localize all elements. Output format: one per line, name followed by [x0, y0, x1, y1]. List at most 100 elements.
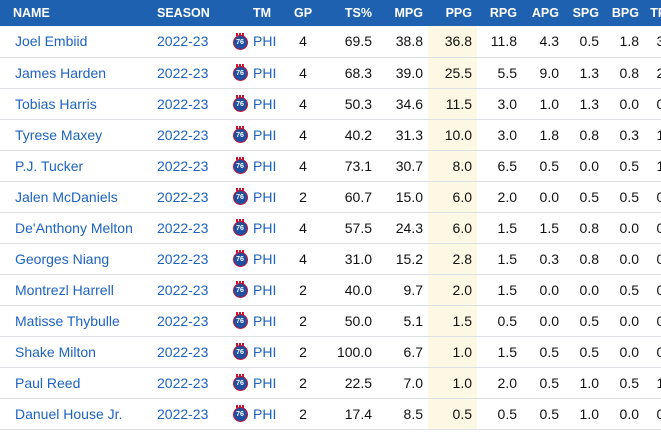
philadelphia-76ers-logo-icon[interactable]: [232, 94, 248, 112]
spg-cell: 1.3: [579, 64, 599, 81]
rpg-cell: 1.5: [497, 219, 517, 236]
philadelphia-76ers-logo-icon[interactable]: [232, 249, 248, 267]
season-link[interactable]: 2022-23: [157, 343, 209, 360]
season-cell: 2022-23: [153, 305, 229, 336]
season-link[interactable]: 2022-23: [157, 374, 209, 391]
team-link[interactable]: PHI: [253, 343, 277, 360]
season-cell: 2022-23: [153, 181, 229, 212]
table-row: Georges Niang 2022-23 PHI 4 31.0 15.2 2.8 1.5 0.…: [0, 243, 661, 274]
column-header-rpg[interactable]: RPG: [489, 6, 517, 20]
season-link[interactable]: 2022-23: [157, 64, 209, 81]
team-link[interactable]: PHI: [253, 281, 277, 298]
spg-cell: 0.8: [579, 126, 599, 143]
season-link[interactable]: 2022-23: [157, 126, 209, 143]
philadelphia-76ers-logo-icon[interactable]: [232, 373, 248, 391]
team-link[interactable]: PHI: [253, 188, 277, 205]
name-cell: Georges Niang: [0, 243, 153, 274]
bpg-cell: 0.3: [619, 126, 639, 143]
season-cell: 2022-23: [153, 26, 229, 57]
season-link[interactable]: 2022-23: [157, 281, 209, 298]
table-row: Shake Milton 2022-23 PHI 2 100.0 6.7 1.0 1.5 0.5…: [0, 336, 661, 367]
team-link[interactable]: PHI: [253, 95, 277, 112]
player-name-link[interactable]: Danuel House Jr.: [15, 405, 123, 422]
player-name-link[interactable]: Paul Reed: [15, 374, 81, 391]
player-name-link[interactable]: P.J. Tucker: [15, 157, 84, 174]
player-name-link[interactable]: Tobias Harris: [15, 95, 97, 112]
column-header-ppg[interactable]: PPG: [445, 6, 472, 20]
philadelphia-76ers-logo-icon[interactable]: [232, 311, 248, 329]
column-header-tpg[interactable]: TPG: [650, 6, 661, 20]
team-link[interactable]: PHI: [253, 312, 277, 329]
season-cell: 2022-23: [153, 212, 229, 243]
philadelphia-76ers-logo-icon[interactable]: [232, 187, 248, 205]
player-name-link[interactable]: Jalen McDaniels: [15, 188, 118, 205]
season-link[interactable]: 2022-23: [157, 188, 209, 205]
ts-cell: 57.5: [344, 219, 372, 236]
mpg-cell: 15.0: [395, 188, 423, 205]
team-logo-cell: [229, 367, 251, 398]
gp-cell: 2: [299, 281, 307, 298]
column-header-gp[interactable]: GP: [293, 6, 313, 20]
team-link[interactable]: PHI: [253, 405, 277, 422]
team-link[interactable]: PHI: [253, 374, 277, 391]
philadelphia-76ers-logo-icon[interactable]: [232, 342, 248, 360]
philadelphia-76ers-logo-icon[interactable]: [232, 218, 248, 236]
column-header-spg[interactable]: SPG: [572, 6, 599, 20]
column-header-season[interactable]: SEASON: [157, 6, 210, 20]
season-link[interactable]: 2022-23: [157, 219, 209, 236]
column-header-mpg[interactable]: MPG: [394, 6, 423, 20]
team-link[interactable]: PHI: [253, 64, 277, 81]
season-link[interactable]: 2022-23: [157, 157, 209, 174]
philadelphia-76ers-logo-icon[interactable]: [232, 156, 248, 174]
mpg-cell: 7.0: [403, 374, 423, 391]
apg-cell: 0.5: [539, 343, 559, 360]
player-name-link[interactable]: Matisse Thybulle: [15, 312, 120, 329]
tm-cell: PHI: [251, 336, 284, 367]
season-cell: 2022-23: [153, 88, 229, 119]
column-header-team[interactable]: TM: [253, 6, 272, 20]
philadelphia-76ers-logo-icon[interactable]: [232, 125, 248, 143]
bpg-cell: 0.0: [619, 250, 639, 267]
column-header-name[interactable]: NAME: [13, 6, 50, 20]
philadelphia-76ers-logo-icon[interactable]: [232, 63, 248, 81]
philadelphia-76ers-logo-icon[interactable]: [232, 404, 248, 422]
spg-cell: 0.8: [579, 219, 599, 236]
player-name-link[interactable]: Montrezl Harrell: [15, 281, 114, 298]
bpg-cell: 0.5: [619, 281, 639, 298]
ppg-cell: 10.0: [428, 119, 477, 150]
season-link[interactable]: 2022-23: [157, 95, 209, 112]
player-name-link[interactable]: Shake Milton: [15, 343, 96, 360]
apg-cell: 0.0: [539, 281, 559, 298]
bpg-cell: 0.5: [619, 157, 639, 174]
team-link[interactable]: PHI: [253, 157, 277, 174]
player-name-link[interactable]: Georges Niang: [15, 250, 110, 267]
tpg-cell: 0.5: [656, 405, 661, 422]
apg-cell: 1.5: [539, 219, 559, 236]
rpg-cell: 3.0: [497, 95, 517, 112]
column-header-apg[interactable]: APG: [531, 6, 559, 20]
team-link[interactable]: PHI: [253, 126, 277, 143]
team-link[interactable]: PHI: [253, 219, 277, 236]
player-name-link[interactable]: James Harden: [15, 64, 107, 81]
philadelphia-76ers-logo-icon[interactable]: [232, 32, 248, 50]
season-link[interactable]: 2022-23: [157, 250, 209, 267]
team-link[interactable]: PHI: [253, 250, 277, 267]
player-name-link[interactable]: Joel Embiid: [15, 33, 88, 50]
player-name-link[interactable]: De'Anthony Melton: [15, 219, 133, 236]
player-name-link[interactable]: Tyrese Maxey: [15, 126, 103, 143]
gp-cell: 4: [299, 219, 307, 236]
ts-cell: 50.0: [344, 312, 372, 329]
season-link[interactable]: 2022-23: [157, 312, 209, 329]
name-cell: Shake Milton: [0, 336, 153, 367]
bpg-cell: 0.0: [619, 95, 639, 112]
tm-cell: PHI: [251, 26, 284, 57]
team-link[interactable]: PHI: [253, 33, 277, 50]
season-link[interactable]: 2022-23: [157, 405, 209, 422]
column-header-ts[interactable]: TS%: [344, 6, 372, 20]
column-header-bpg[interactable]: BPG: [611, 6, 639, 20]
ppg-cell: 2.0: [428, 274, 477, 305]
rpg-cell: 6.5: [497, 157, 517, 174]
season-link[interactable]: 2022-23: [157, 33, 209, 50]
philadelphia-76ers-logo-icon[interactable]: [232, 280, 248, 298]
